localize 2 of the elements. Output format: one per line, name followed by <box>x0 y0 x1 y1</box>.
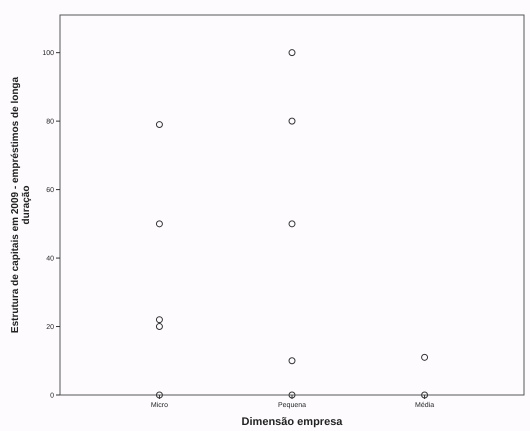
x-axis-title: Dimensão empresa <box>242 416 344 428</box>
y-axis-title: Estrutura de capitais em 2009 - empréstimos de longa duração <box>10 76 32 334</box>
